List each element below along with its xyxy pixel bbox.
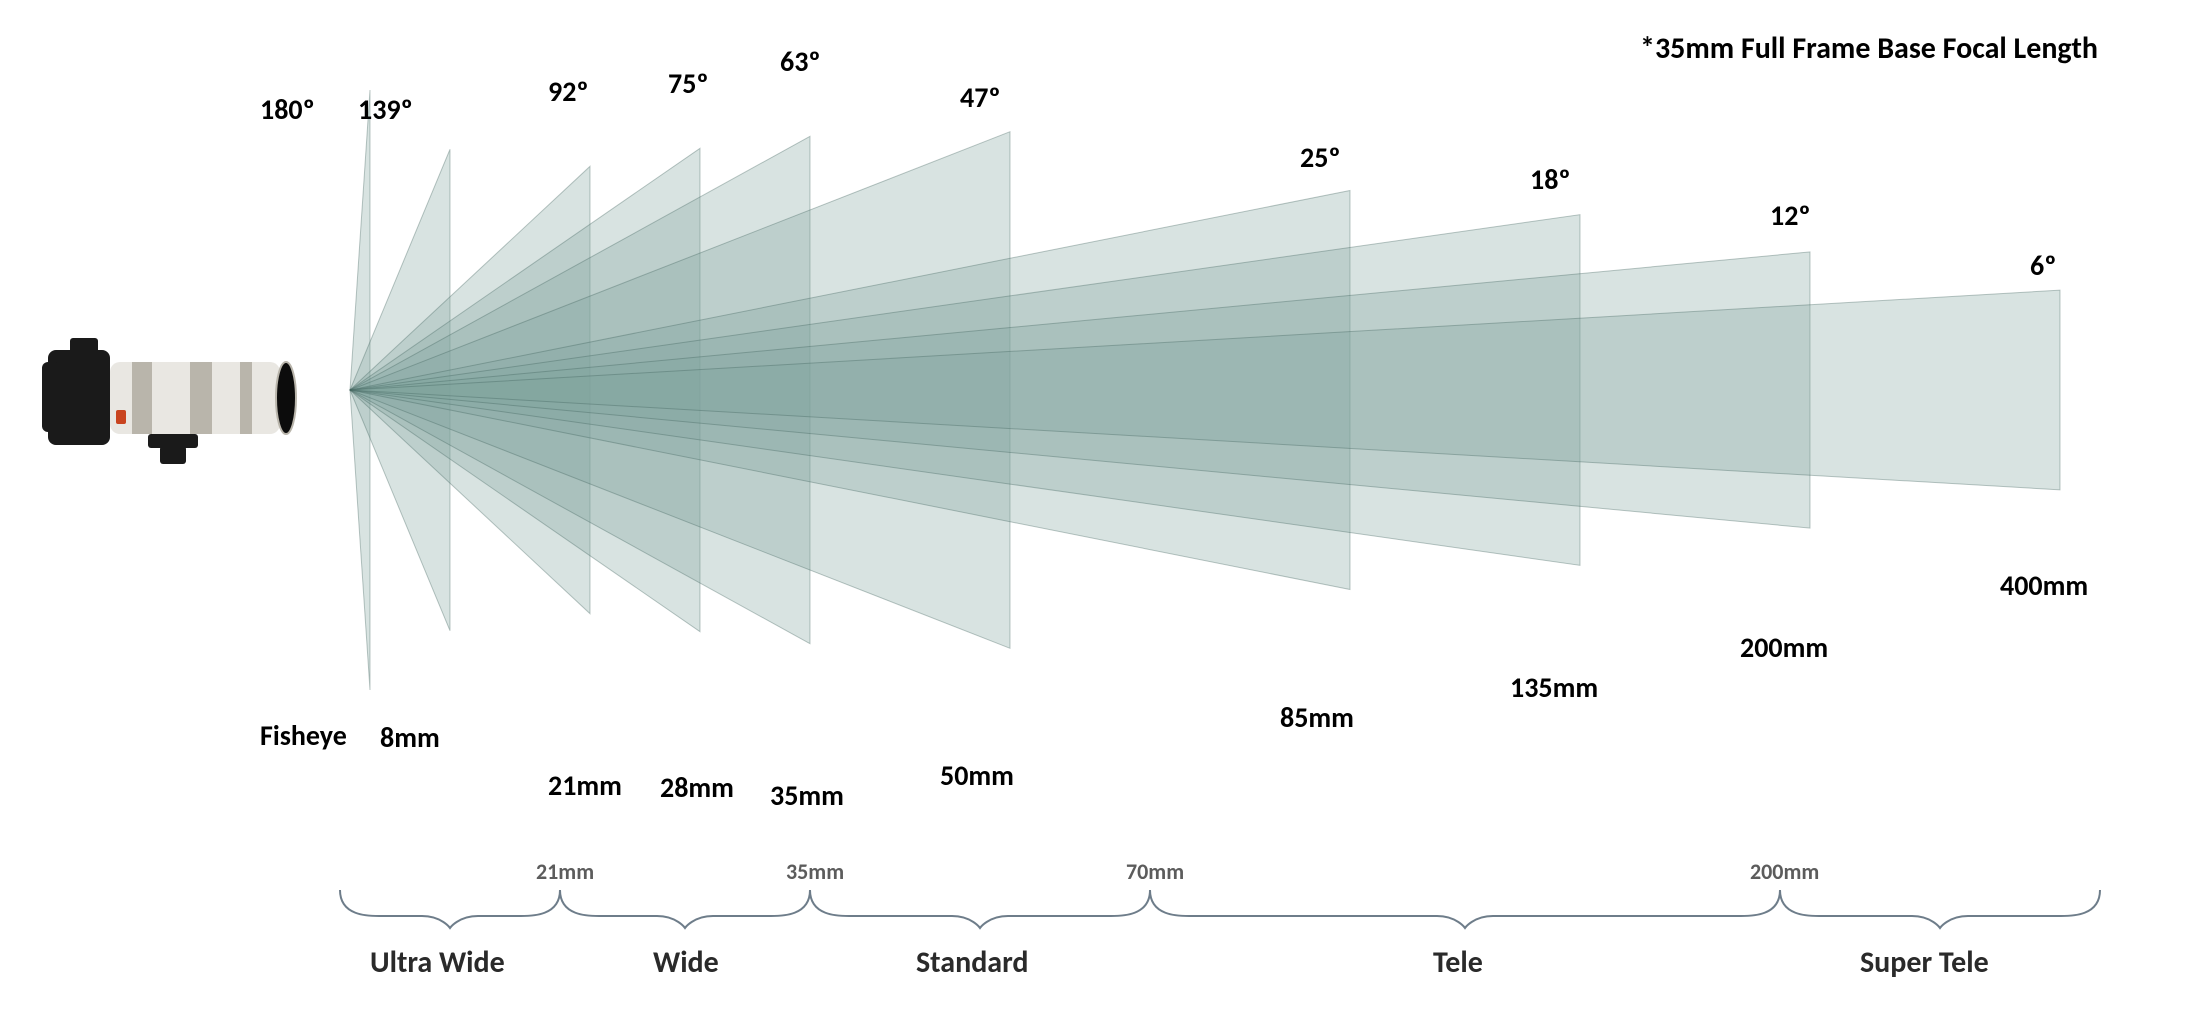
focal-length-label: 50mm — [940, 758, 1014, 793]
focal-length-label: 135mm — [1510, 670, 1598, 705]
category-brace — [340, 890, 560, 928]
focal-length-diagram-svg — [0, 0, 2208, 1010]
angle-label: 180º — [260, 92, 315, 127]
angle-label: 18º — [1530, 162, 1571, 197]
focal-length-label: 400mm — [2000, 568, 2088, 603]
frame-note: *35mm Full Frame Base Focal Length — [1640, 30, 2098, 67]
range-tick-label: 70mm — [1126, 858, 1184, 885]
category-label: Tele — [1433, 944, 1483, 981]
focal-length-label: 21mm — [548, 768, 622, 803]
range-tick-label: 21mm — [536, 858, 594, 885]
angle-label: 63º — [780, 44, 821, 79]
category-label: Super Tele — [1860, 944, 1989, 981]
focal-length-label: Fisheye — [260, 718, 347, 753]
category-brace — [1150, 890, 1780, 928]
angle-label: 25º — [1300, 140, 1341, 175]
category-brace — [810, 890, 1150, 928]
angle-label: 92º — [548, 74, 589, 109]
angle-label: 139º — [358, 92, 413, 127]
category-label: Standard — [916, 944, 1029, 981]
range-tick-label: 35mm — [786, 858, 844, 885]
angle-label: 6º — [2030, 248, 2056, 283]
category-brace — [560, 890, 810, 928]
angle-label: 12º — [1770, 198, 1811, 233]
range-tick-label: 200mm — [1750, 858, 1819, 885]
focal-length-label: 8mm — [380, 720, 440, 755]
category-label: Wide — [653, 944, 719, 981]
focal-length-label: 200mm — [1740, 630, 1828, 665]
category-label: Ultra Wide — [370, 944, 505, 981]
angle-label: 75º — [668, 66, 709, 101]
focal-length-label: 28mm — [660, 770, 734, 805]
focal-length-label: 35mm — [770, 778, 844, 813]
camera-icon — [40, 310, 300, 480]
focal-length-label: 85mm — [1280, 700, 1354, 735]
angle-label: 47º — [960, 80, 1001, 115]
category-brace — [1780, 890, 2100, 928]
